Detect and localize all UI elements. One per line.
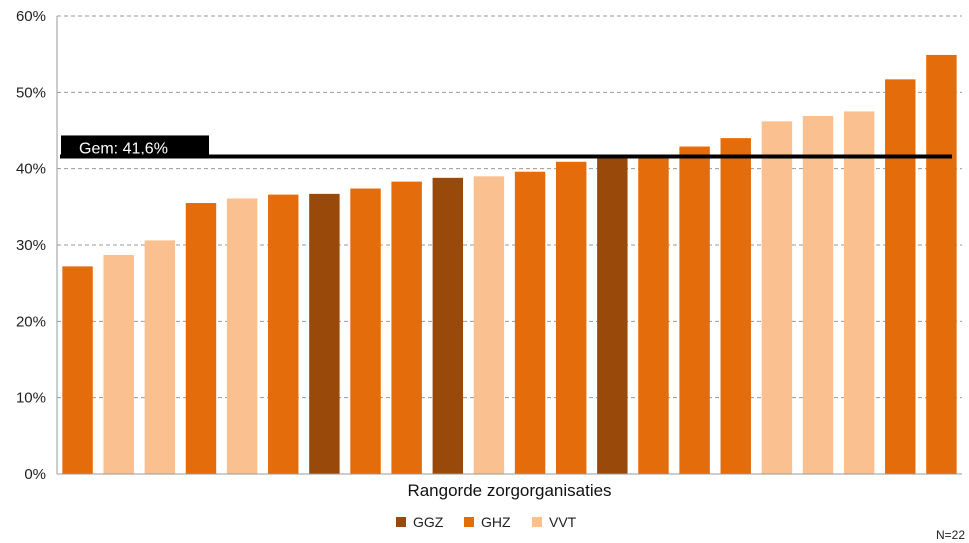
bar-ghz — [720, 138, 751, 474]
y-tick-label: 30% — [16, 237, 46, 254]
sample-size-note: N=22 — [936, 528, 965, 542]
y-tick-label: 0% — [24, 466, 46, 483]
bar-vvt — [103, 254, 134, 474]
legend-swatch-vvt — [532, 517, 542, 527]
legend-swatch-ghz — [464, 517, 474, 527]
bar-vvt — [473, 176, 505, 475]
bar-ghz — [926, 54, 957, 475]
y-tick-label: 20% — [16, 313, 46, 330]
bar-vvt — [843, 111, 875, 475]
bar-ggz — [309, 193, 340, 474]
y-tick-label: 60% — [16, 8, 46, 25]
bar-vvt — [802, 115, 834, 474]
legend-label-ghz: GHZ — [481, 514, 511, 530]
legend-label-vvt: VVT — [549, 514, 577, 530]
bar-ghz — [638, 156, 669, 474]
average-marker: Gem: 41,6% — [60, 135, 952, 159]
legend-label-ggz: GGZ — [413, 514, 444, 530]
bar-ghz — [514, 171, 546, 474]
bar-ghz — [62, 266, 93, 474]
axes — [56, 16, 962, 475]
bar-vvt — [226, 198, 258, 475]
legend: GGZ GHZ VVT — [396, 514, 577, 530]
bar-ggz — [432, 177, 464, 474]
bar-ghz — [555, 161, 587, 474]
bar-ghz — [185, 203, 217, 474]
bar-ghz — [350, 188, 381, 474]
bar-ghz — [268, 194, 299, 474]
y-tick-label: 40% — [16, 161, 46, 178]
average-label: Gem: 41,6% — [79, 140, 168, 157]
y-tick-label: 50% — [16, 84, 46, 101]
y-axis-tick-labels: 0% 10% 20% 30% 40% 50% 60% — [16, 8, 46, 483]
bar-ghz — [679, 146, 710, 474]
bar-ghz — [885, 79, 916, 475]
bars — [62, 54, 957, 475]
bar-ggz — [597, 157, 628, 474]
legend-swatch-ggz — [396, 517, 406, 527]
bar-vvt — [761, 121, 793, 474]
y-tick-label: 10% — [16, 390, 46, 407]
x-axis-label: Rangorde zorgorganisaties — [407, 481, 611, 500]
bar-ghz — [391, 181, 422, 475]
bar-vvt — [144, 240, 176, 474]
average-label-box — [61, 135, 209, 159]
